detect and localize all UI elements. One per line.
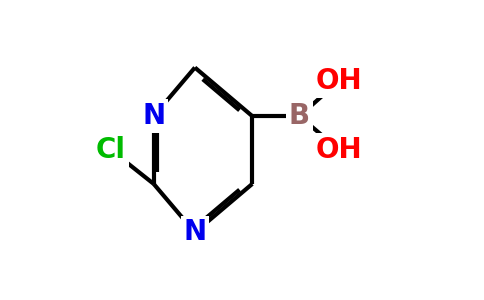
Text: N: N bbox=[142, 102, 165, 130]
Text: B: B bbox=[289, 102, 310, 130]
Text: OH: OH bbox=[316, 136, 363, 164]
Text: N: N bbox=[183, 218, 207, 246]
Text: Cl: Cl bbox=[96, 136, 126, 164]
Text: OH: OH bbox=[316, 67, 363, 95]
